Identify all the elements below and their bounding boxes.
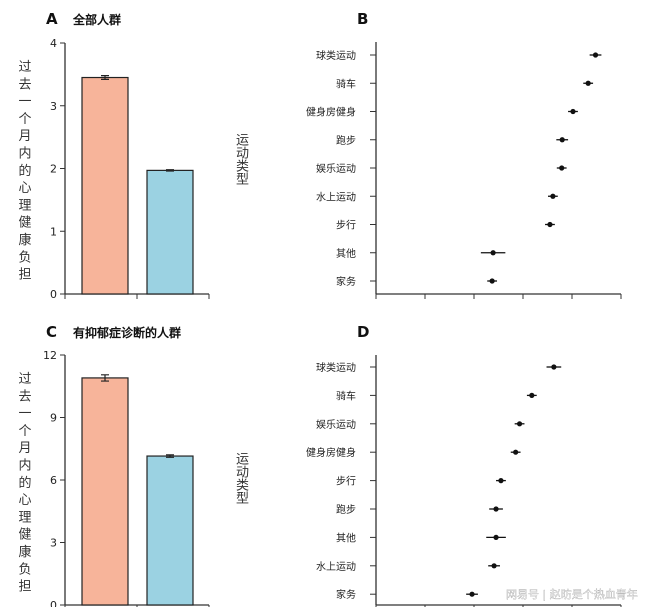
category-label: 健身房健身 [306,106,356,119]
error-bar-1 [101,374,109,382]
category-label: 其他 [336,247,356,260]
y-axis-title: 过去一个月内的心理健康负担 [18,60,31,283]
error-bar-1 [101,75,109,80]
panel-letter: A [46,10,58,28]
category-label: 骑车 [336,389,356,402]
data-point [529,392,535,398]
data-point [493,534,499,541]
y-tick-label: 1 [50,225,57,238]
bar-1 [81,76,129,295]
watermark: 网易号 | 赵昉是个热血青年 [506,587,638,601]
category-label: 水上运动 [316,191,356,203]
data-point [547,221,553,228]
data-point [516,421,523,427]
panel-a: A 全部人群 0 1 2 3 4 过去一个月内的心理健康负担 [18,10,210,301]
data-point [513,449,519,455]
category-label: 家务 [336,275,356,288]
panel-letter: B [357,10,368,28]
error-bar-2 [166,454,174,458]
y-tick-label: 0 [50,599,57,607]
panel-d-y-axis-title: 运动类型 [233,452,248,504]
panel-b-y-axis-title: 运动类型 [233,133,248,185]
data-point [559,137,565,143]
category-label: 跑步 [336,503,356,516]
y-tick-label: 6 [50,474,57,487]
y-tick-label: 4 [50,37,57,50]
y-tick-label: 0 [50,288,57,301]
data-point [570,108,576,115]
data-point [559,165,565,171]
category-label: 跑步 [336,134,356,147]
y-tick-label: 3 [50,537,57,550]
data-point [489,278,495,284]
category-label: 娱乐运动 [316,418,356,431]
data-point [469,591,475,597]
data-point [498,478,504,484]
data-point [490,250,496,256]
panel-title: 全部人群 [72,12,121,27]
panel-c: C 有抑郁症诊断的人群 0 3 6 9 12 过去一个月内的心理健康负担 [18,323,210,607]
y-tick-label: 2 [50,163,57,176]
y-axis-title: 过去一个月内的心理健康负担 [18,372,31,595]
panel-title: 有抑郁症诊断的人群 [73,325,181,340]
category-label: 其他 [336,531,356,544]
panel-letter: D [357,323,369,341]
bar-2 [146,169,194,295]
data-point [493,506,499,512]
category-label: 球类运动 [316,49,356,62]
category-label: 娱乐运动 [316,162,356,175]
y-tick-label: 12 [43,349,57,362]
error-bar-2 [166,169,174,172]
category-label: 步行 [336,475,356,488]
category-label: 球类运动 [316,361,356,374]
y-tick-label: 9 [50,412,57,425]
y-tick-label: 3 [50,100,57,113]
bar-1 [81,377,129,606]
data-point [592,52,599,58]
category-label: 水上运动 [316,561,356,573]
category-label: 健身房健身 [306,446,356,459]
bar-2 [146,455,194,606]
panel-letter: C [46,323,57,341]
data-point [585,80,591,86]
category-label: 家务 [336,588,356,601]
data-point [491,563,497,569]
category-label: 步行 [336,219,356,232]
data-point [550,193,556,199]
data-point [551,364,557,370]
category-label: 骑车 [336,77,356,90]
